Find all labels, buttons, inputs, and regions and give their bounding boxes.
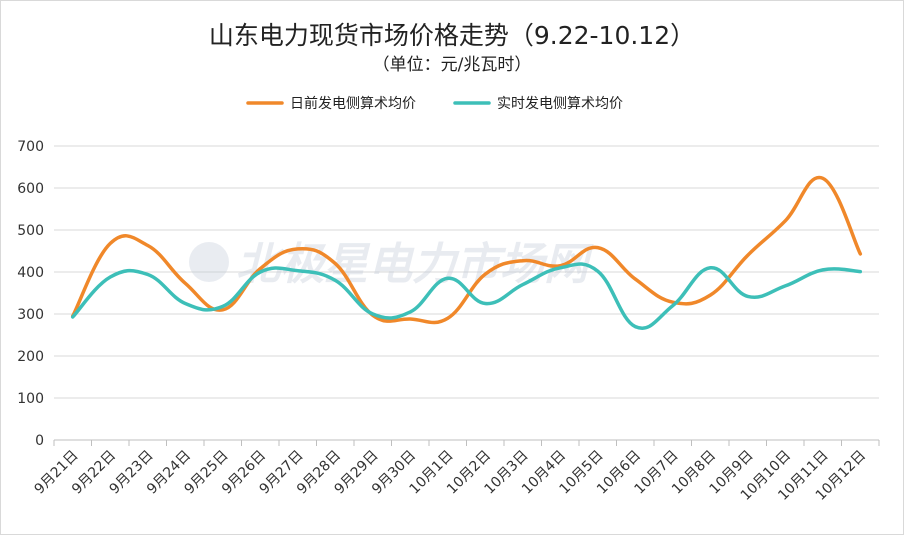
y-tick-label: 100: [17, 391, 44, 407]
series-lines: [71, 175, 863, 330]
y-tick-label: 400: [17, 265, 44, 281]
y-tick-label: 500: [17, 223, 44, 239]
legend: 日前发电侧算术均价 实时发电侧算术均价: [246, 95, 623, 112]
series-line-1: [71, 262, 863, 330]
y-tick-label: 300: [17, 307, 44, 323]
y-tick-label: 0: [35, 433, 44, 449]
legend-label: 日前发电侧算术均价: [290, 95, 416, 112]
y-tick-label: 200: [17, 349, 44, 365]
chart-title: 山东电力现货市场价格走势（9.22-10.12）: [208, 21, 696, 50]
y-tick-label: 700: [17, 139, 44, 155]
chart-subtitle: （单位：元/兆瓦时）: [372, 55, 532, 75]
grid-lines: [54, 145, 879, 399]
legend-label: 实时发电侧算术均价: [497, 96, 623, 112]
y-axis-ticks: 0 100 200 300 400 500 600 700: [17, 139, 44, 449]
series-line-0: [71, 175, 863, 325]
y-tick-label: 600: [17, 181, 44, 197]
x-axis: 9月21日9月22日9月23日9月24日9月25日9月26日9月27日9月28日…: [32, 439, 880, 504]
watermark-logo-icon: [189, 242, 229, 282]
